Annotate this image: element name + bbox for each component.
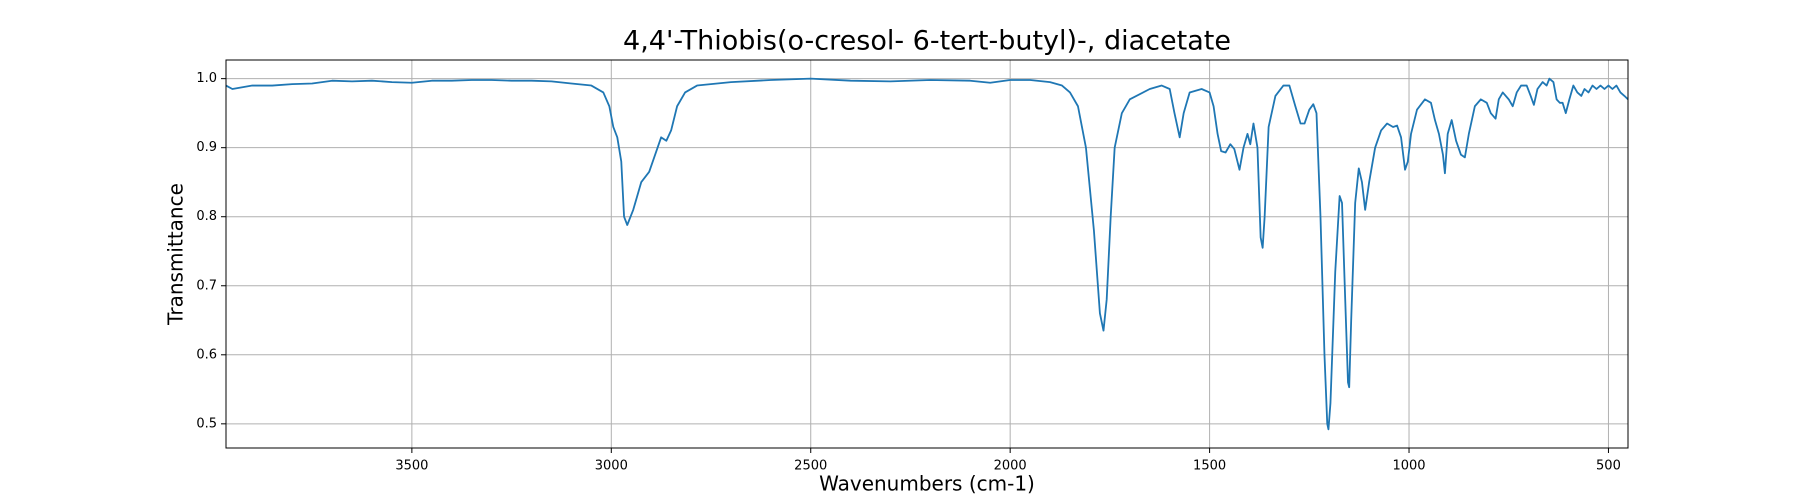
y-tick-label: 0.7 — [196, 278, 217, 293]
x-tick-label: 500 — [1596, 459, 1621, 474]
y-tick-label: 0.5 — [196, 416, 217, 431]
x-tick-label: 2000 — [994, 459, 1027, 474]
x-tick-label: 1000 — [1392, 459, 1425, 474]
y-tick-label: 0.6 — [196, 347, 217, 362]
y-axis-label: Transmittance — [164, 183, 188, 326]
y-tick-label: 0.9 — [196, 140, 217, 155]
plot-frame — [225, 59, 1629, 449]
x-tick-label: 1500 — [1193, 459, 1226, 474]
x-tick-label: 3500 — [395, 459, 428, 474]
y-tick-label: 1.0 — [196, 71, 217, 86]
x-axis-label: Wavenumbers (cm-1) — [819, 472, 1035, 496]
y-tick-label: 0.8 — [196, 209, 217, 224]
x-tick-label: 2500 — [794, 459, 827, 474]
spectrum-line — [225, 77, 1629, 431]
chart-title: 4,4'-Thiobis(o-cresol- 6-tert-butyl)-, d… — [623, 26, 1231, 57]
x-tick-label: 3000 — [595, 459, 628, 474]
